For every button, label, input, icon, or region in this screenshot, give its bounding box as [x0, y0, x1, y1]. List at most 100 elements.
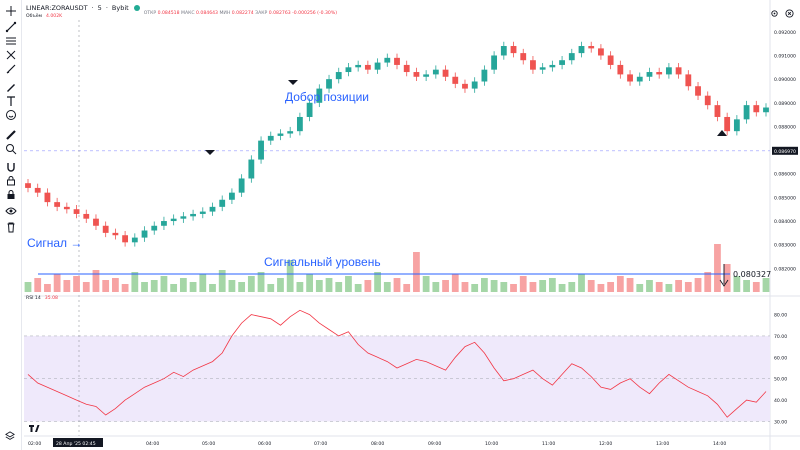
ohlc-key: ОТКР: [143, 10, 158, 16]
volume-bar: [597, 284, 605, 292]
time-tick: 04:00: [146, 441, 159, 447]
time-highlight: 28 Апр '25 02:45: [56, 441, 96, 447]
candle: [73, 209, 80, 214]
ruler-icon[interactable]: [3, 128, 19, 142]
tradingview-logo: [28, 418, 44, 432]
volume-bar: [34, 278, 42, 292]
volume-legend[interactable]: Объём 4.002K: [26, 14, 62, 19]
candle: [190, 213, 196, 217]
rsi-value: 35.08: [44, 296, 58, 301]
candle: [714, 105, 721, 117]
pitchfork-icon[interactable]: [3, 48, 19, 62]
magnet-icon[interactable]: [3, 160, 19, 174]
time-tick: 12:00: [599, 441, 612, 447]
symbol-legend[interactable]: LINEAR:ZORAUSDT · 5 · Bybit ОТКР 0.08451…: [26, 2, 337, 16]
horizontal-lines-icon[interactable]: [3, 34, 19, 48]
volume-bar: [539, 280, 547, 292]
price-tick: 0.088000: [774, 124, 796, 130]
price-tick: 0.084000: [774, 219, 796, 225]
rsi-tick: 50.00: [774, 377, 787, 383]
buy-marker-icon: [717, 130, 727, 136]
eye-icon[interactable]: [3, 204, 19, 218]
candle: [238, 178, 245, 193]
time-tick: 10:00: [485, 441, 498, 447]
emoji-icon[interactable]: [3, 108, 19, 122]
current-price-badge: [772, 146, 798, 155]
volume-bar: [383, 282, 391, 292]
volume-bar: [733, 276, 741, 292]
add-position-annotation[interactable]: Добор позиции: [285, 90, 370, 104]
close-icon[interactable]: [785, 3, 794, 18]
trendline-icon[interactable]: [3, 20, 19, 34]
layers-icon[interactable]: [5, 426, 15, 440]
volume-bar: [228, 280, 236, 292]
time-tick: 08:00: [371, 441, 384, 447]
rsi-legend[interactable]: RSI 14 35.08: [26, 296, 58, 301]
candle: [364, 64, 371, 70]
price-tick: 0.085000: [774, 195, 796, 201]
candle: [491, 55, 498, 70]
volume-bar: [500, 282, 508, 292]
price-tick: 0.092000: [774, 30, 796, 36]
sell-marker-icon: [205, 150, 215, 155]
candle: [335, 72, 342, 80]
lock-drawings-icon[interactable]: [3, 174, 19, 188]
ohlc-key: ЗАКР: [255, 10, 269, 16]
arrow-down-head: [719, 279, 729, 287]
candle: [403, 64, 410, 73]
volume-bar: [209, 284, 216, 292]
price-tick: 0.086000: [774, 172, 796, 178]
interval[interactable]: 5: [97, 4, 102, 12]
text-icon[interactable]: [3, 94, 19, 108]
volume-bar: [752, 282, 760, 292]
candle: [452, 76, 459, 84]
volume-bar: [374, 272, 381, 292]
symbol-name[interactable]: LINEAR:ZORAUSDT: [26, 4, 88, 12]
time-tick: 11:00: [542, 441, 555, 447]
volume-bar: [626, 278, 634, 292]
lock-icon[interactable]: [3, 188, 19, 202]
candle: [161, 221, 167, 226]
candle: [568, 53, 575, 61]
volume-bar: [131, 272, 139, 292]
crosshair-icon[interactable]: [3, 4, 19, 18]
volume-bar: [325, 278, 333, 292]
trash-icon[interactable]: [3, 220, 19, 234]
brush-icon[interactable]: [3, 62, 19, 76]
ohlc-values: ОТКР 0.084518 МАКС 0.084643 МИН 0.082274…: [144, 0, 337, 18]
candle: [665, 67, 672, 75]
candle: [704, 95, 711, 106]
rsi-tick: 30.00: [774, 419, 787, 425]
ohlc-value: 0.082763: [268, 10, 293, 16]
signal-level-value: 0.080327: [733, 270, 772, 279]
zoom-icon[interactable]: [3, 142, 19, 156]
rsi-tick: 40.00: [774, 398, 787, 404]
candle: [229, 192, 235, 200]
volume-bar: [53, 274, 61, 292]
candle: [549, 64, 556, 68]
volume-bar: [92, 270, 100, 292]
candle: [267, 135, 274, 141]
settings-icon[interactable]: [770, 3, 779, 17]
rsi-tick: 70.00: [774, 334, 787, 340]
volume-bar: [189, 282, 197, 292]
signal-annotation[interactable]: Сигнал →: [27, 236, 82, 250]
signal-level-annotation[interactable]: Сигнальный уровень: [264, 255, 381, 269]
time-tick: 05:00: [202, 441, 215, 447]
ohlc-value: 0.084518: [157, 10, 181, 16]
candle: [636, 76, 643, 82]
candle: [500, 46, 507, 56]
candle: [607, 55, 614, 65]
ohlc-value: 0.082274: [231, 10, 256, 16]
candle: [646, 72, 653, 77]
candle: [763, 107, 769, 113]
volume-bar: [121, 284, 129, 292]
pen-icon[interactable]: [3, 80, 19, 94]
candle: [316, 88, 323, 103]
price-tick: 0.086970: [774, 149, 796, 155]
candle: [102, 225, 109, 233]
candle: [656, 72, 663, 75]
candle: [209, 206, 216, 212]
time-tick: 14:00: [713, 441, 726, 447]
